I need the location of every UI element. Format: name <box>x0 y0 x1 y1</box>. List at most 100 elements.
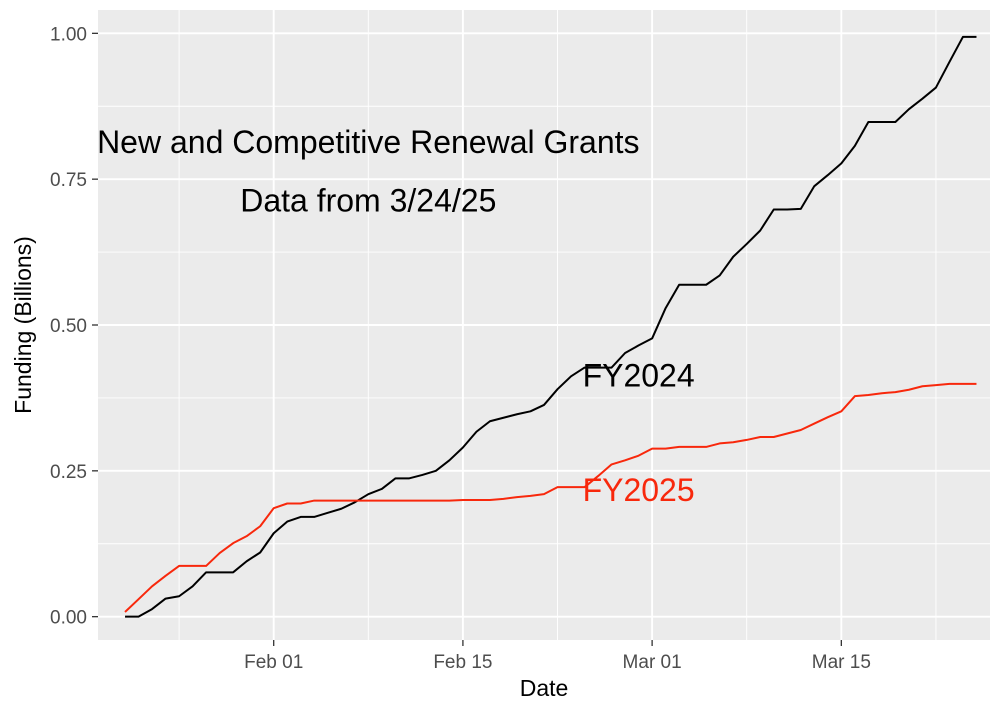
annotation-label: New and Competitive Renewal Grants <box>97 124 639 160</box>
data-point <box>354 500 356 502</box>
data-point <box>570 486 572 488</box>
data-point <box>894 121 896 123</box>
data-point <box>462 499 464 501</box>
annotation-label: FY2025 <box>583 472 695 508</box>
data-point <box>259 525 261 527</box>
data-point <box>773 436 775 438</box>
data-point <box>854 145 856 147</box>
x-tick-label: Mar 15 <box>812 652 871 673</box>
series-line-1 <box>125 35 977 618</box>
data-point <box>367 493 369 495</box>
y-tick-label: 1.00 <box>50 24 87 45</box>
data-point <box>516 413 518 415</box>
data-point <box>205 571 207 573</box>
data-point <box>354 501 356 503</box>
data-point <box>259 552 261 554</box>
data-point <box>705 284 707 286</box>
annotations: New and Competitive Renewal Grants Data f… <box>97 124 695 508</box>
data-point <box>827 174 829 176</box>
data-point <box>138 598 140 600</box>
data-point <box>773 209 775 211</box>
data-point <box>219 571 221 573</box>
data-point <box>435 470 437 472</box>
x-tick-label: Feb 01 <box>244 652 303 673</box>
data-point <box>800 429 802 431</box>
data-point <box>638 455 640 457</box>
data-point <box>340 500 342 502</box>
data-point <box>948 61 950 63</box>
data-point <box>678 284 680 286</box>
data-point <box>408 477 410 479</box>
data-point <box>759 230 761 232</box>
data-point <box>813 185 815 187</box>
data-point <box>475 499 477 501</box>
data-point <box>286 503 288 505</box>
data-point <box>935 384 937 386</box>
data-point <box>421 500 423 502</box>
data-point <box>286 521 288 523</box>
x-tick-label: Feb 15 <box>433 652 492 673</box>
x-axis-title: Date <box>520 675 569 701</box>
data-point <box>313 516 315 518</box>
data-point <box>921 98 923 100</box>
data-point <box>692 446 694 448</box>
data-point <box>624 459 626 461</box>
data-point <box>692 284 694 286</box>
data-point <box>543 493 545 495</box>
data-point <box>732 441 734 443</box>
data-point <box>408 500 410 502</box>
data-point <box>219 552 221 554</box>
data-point <box>502 498 504 500</box>
data-point <box>192 585 194 587</box>
data-point <box>529 410 531 412</box>
data-point <box>948 383 950 385</box>
data-point <box>975 383 977 385</box>
data-point <box>151 608 153 610</box>
data-point <box>746 439 748 441</box>
data-point <box>665 307 667 309</box>
data-point <box>124 616 126 618</box>
data-point <box>475 431 477 433</box>
data-point <box>543 404 545 406</box>
data-point <box>746 243 748 245</box>
y-tick-label: 0.75 <box>50 170 87 191</box>
y-tick-label: 0.50 <box>50 316 87 337</box>
data-point <box>854 395 856 397</box>
data-point <box>516 496 518 498</box>
data-point <box>611 463 613 465</box>
data-point <box>759 436 761 438</box>
series-lines <box>124 35 977 618</box>
data-point <box>732 256 734 258</box>
data-point <box>435 500 437 502</box>
data-point <box>448 459 450 461</box>
annotation-label: Data from 3/24/25 <box>240 182 496 218</box>
data-point <box>178 565 180 567</box>
data-point <box>124 611 126 613</box>
data-point <box>448 500 450 502</box>
data-point <box>192 565 194 567</box>
data-point <box>246 560 248 562</box>
data-point <box>719 442 721 444</box>
data-point <box>421 474 423 476</box>
data-point <box>327 500 329 502</box>
data-point <box>300 503 302 505</box>
data-point <box>502 417 504 419</box>
data-point <box>881 121 883 123</box>
data-point <box>786 433 788 435</box>
data-point <box>624 352 626 354</box>
data-point <box>651 448 653 450</box>
data-point <box>557 388 559 390</box>
data-point <box>313 500 315 502</box>
data-point <box>340 508 342 510</box>
data-point <box>381 488 383 490</box>
y-axis-title: Funding (Billions) <box>10 236 36 414</box>
x-tick-label: Mar 01 <box>623 652 682 673</box>
x-axis: Feb 01 Feb 15 Mar 01 Mar 15 <box>244 640 871 673</box>
y-axis: 0.00 0.25 0.50 0.75 1.00 <box>50 24 98 629</box>
data-point <box>827 416 829 418</box>
data-point <box>651 337 653 339</box>
y-tick-label: 0.00 <box>50 608 87 629</box>
data-point <box>908 108 910 110</box>
data-point <box>786 209 788 211</box>
